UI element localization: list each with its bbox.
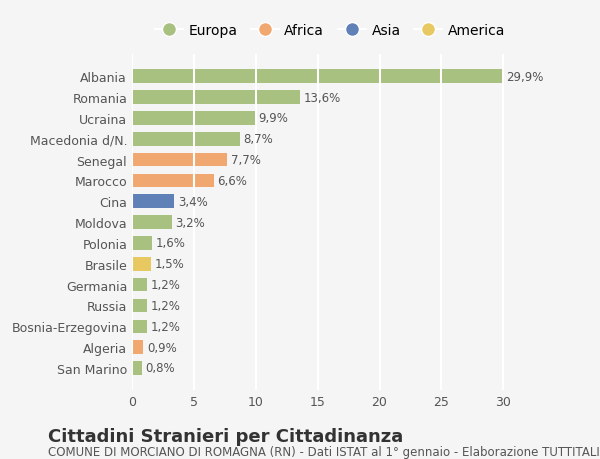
Text: 3,2%: 3,2% xyxy=(175,216,205,229)
Bar xyxy=(132,237,152,250)
Text: 6,6%: 6,6% xyxy=(217,174,247,188)
Text: 1,2%: 1,2% xyxy=(151,279,181,291)
Bar xyxy=(132,112,254,125)
Bar xyxy=(132,361,142,375)
Text: 9,9%: 9,9% xyxy=(258,112,288,125)
Text: 1,2%: 1,2% xyxy=(151,299,181,312)
Bar xyxy=(132,299,147,313)
Text: 7,7%: 7,7% xyxy=(231,154,261,167)
Bar xyxy=(132,257,151,271)
Bar xyxy=(132,133,239,146)
Bar xyxy=(132,174,214,188)
Text: 13,6%: 13,6% xyxy=(304,91,341,104)
Text: 0,8%: 0,8% xyxy=(146,362,175,375)
Bar xyxy=(132,91,300,105)
Bar xyxy=(132,341,143,354)
Bar xyxy=(132,320,147,333)
Bar xyxy=(132,153,227,167)
Text: 8,7%: 8,7% xyxy=(244,133,273,146)
Text: 1,6%: 1,6% xyxy=(155,237,185,250)
Text: 1,5%: 1,5% xyxy=(154,257,184,271)
Bar xyxy=(132,195,174,208)
Text: 29,9%: 29,9% xyxy=(506,71,543,84)
Bar xyxy=(132,278,147,292)
Text: 3,4%: 3,4% xyxy=(178,196,208,208)
Bar xyxy=(132,216,172,230)
Text: Cittadini Stranieri per Cittadinanza: Cittadini Stranieri per Cittadinanza xyxy=(48,427,403,445)
Legend: Europa, Africa, Asia, America: Europa, Africa, Asia, America xyxy=(149,18,511,44)
Bar xyxy=(132,70,502,84)
Text: 0,9%: 0,9% xyxy=(147,341,176,354)
Text: 1,2%: 1,2% xyxy=(151,320,181,333)
Text: COMUNE DI MORCIANO DI ROMAGNA (RN) - Dati ISTAT al 1° gennaio - Elaborazione TUT: COMUNE DI MORCIANO DI ROMAGNA (RN) - Dat… xyxy=(48,445,600,458)
